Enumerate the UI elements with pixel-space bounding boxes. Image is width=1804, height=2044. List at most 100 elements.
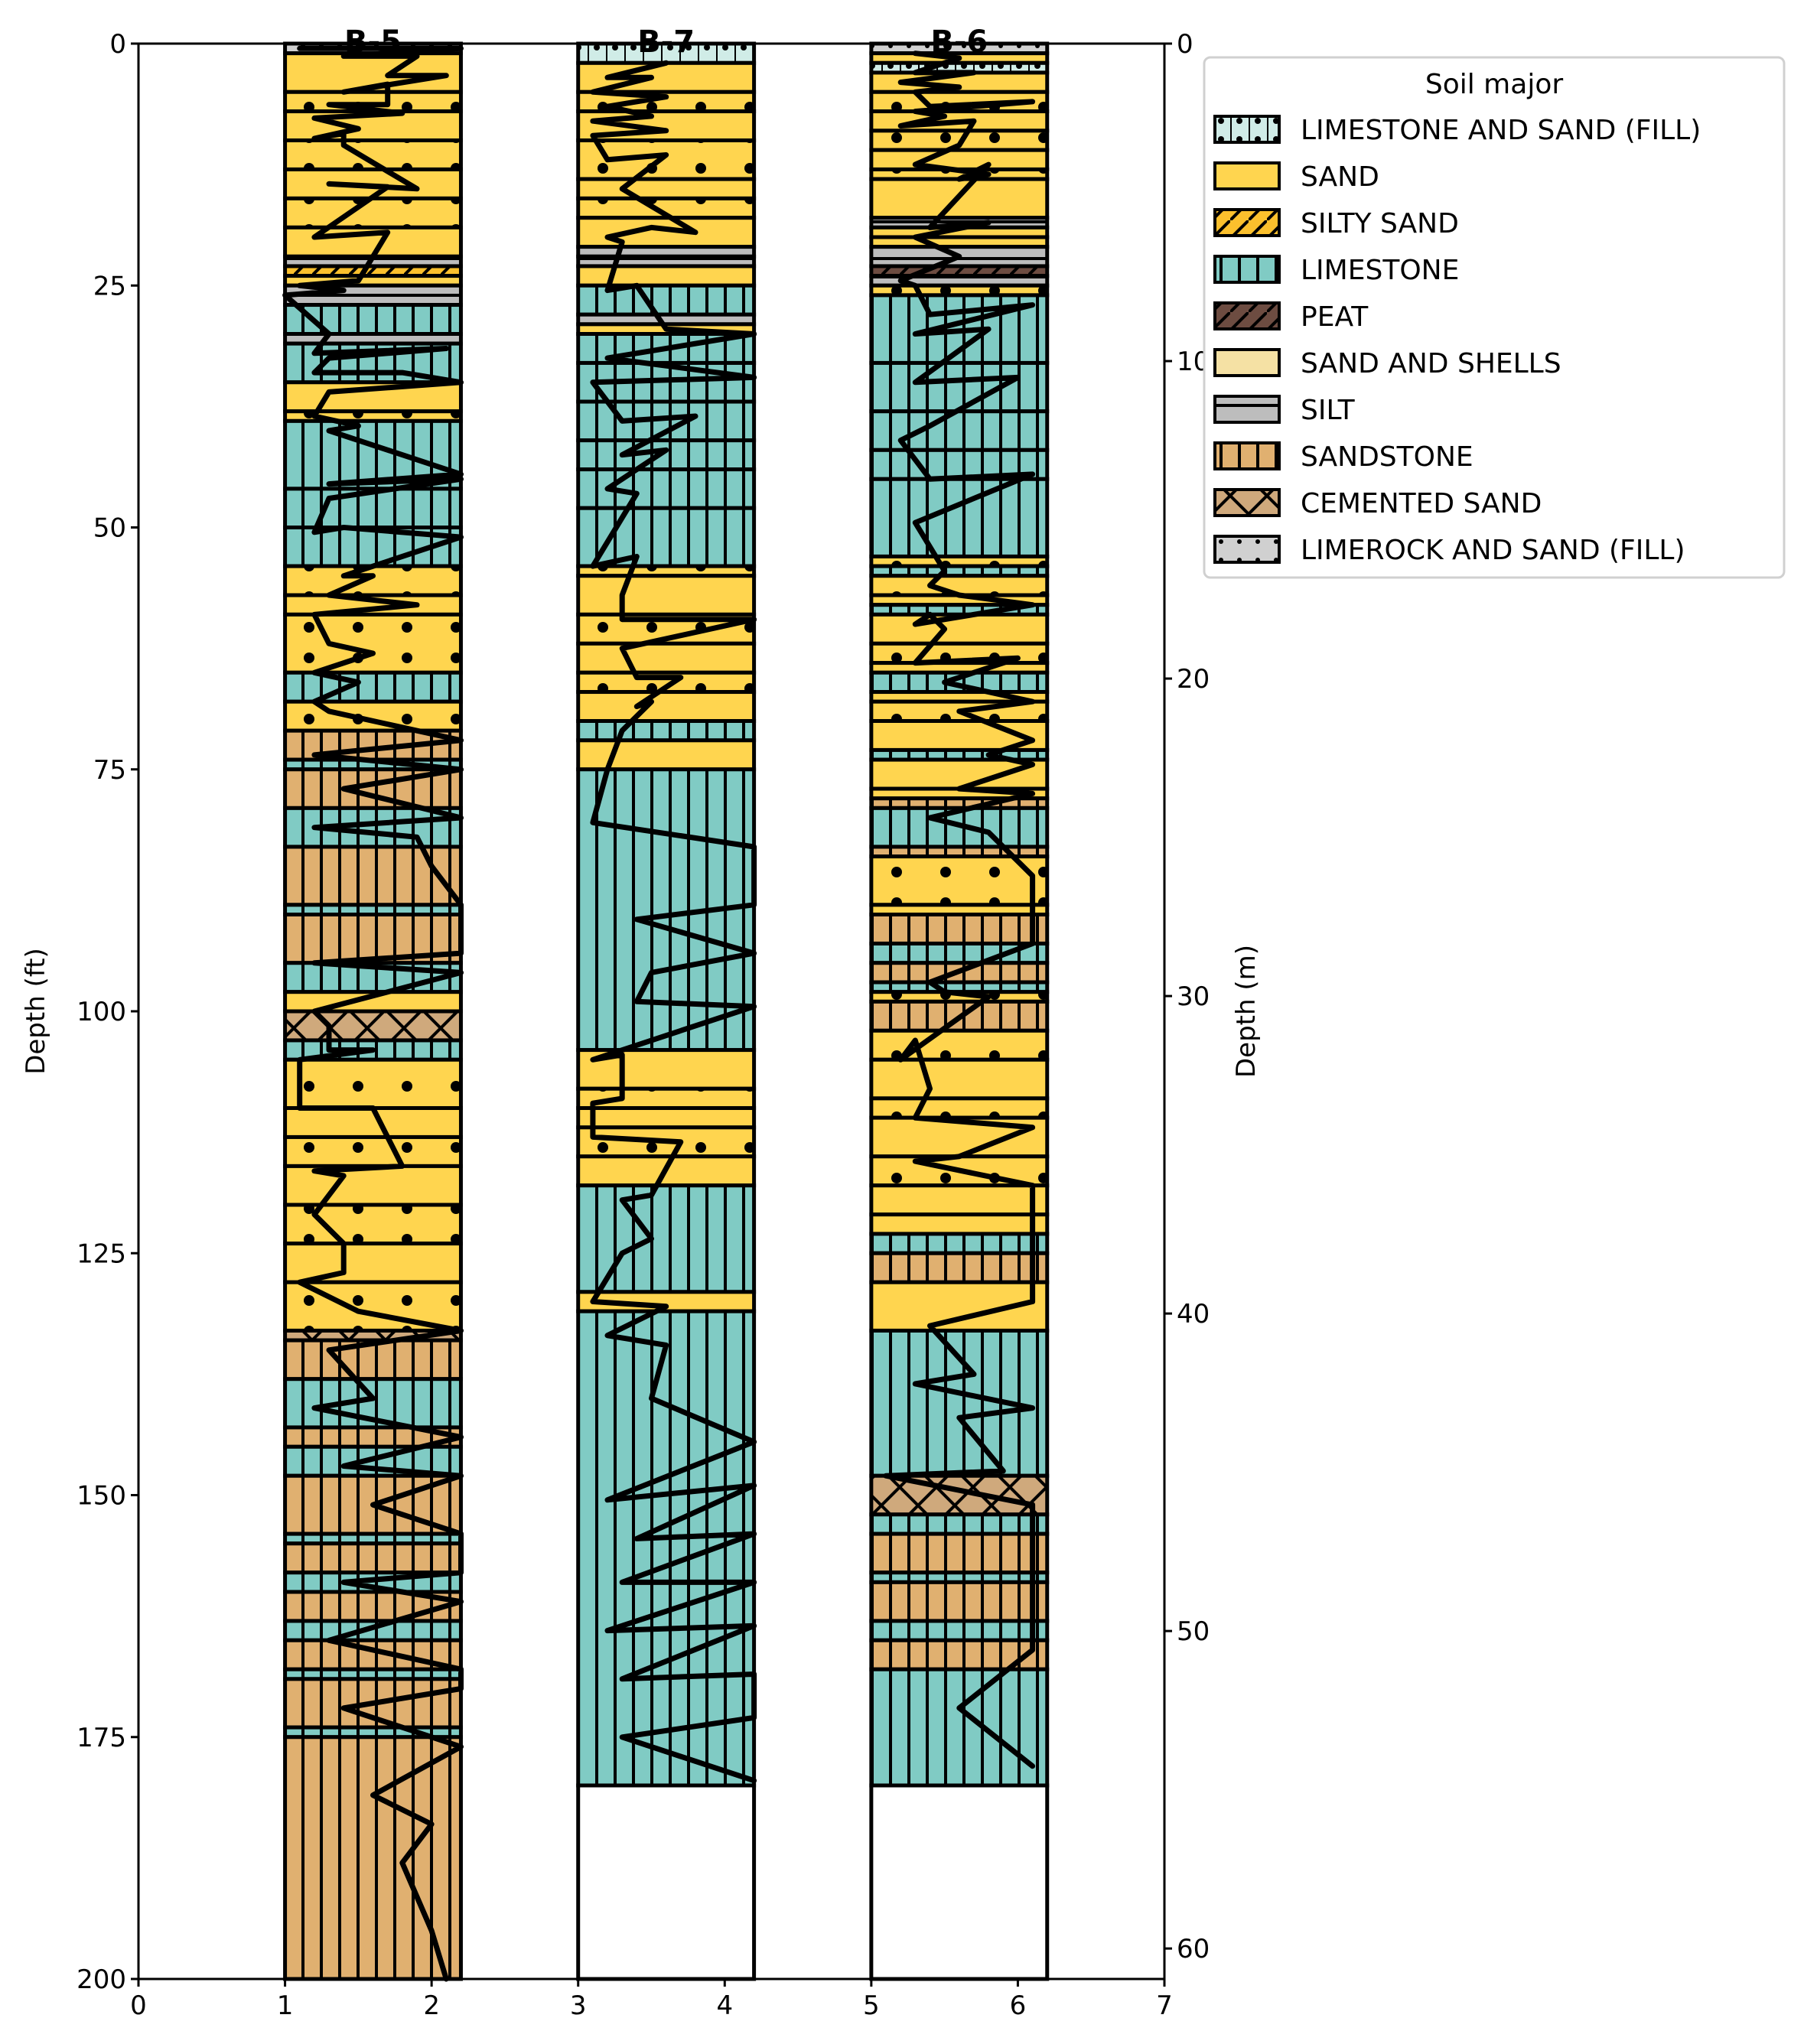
x-tick-label: 5: [863, 1990, 880, 2021]
y-tick-label-ft: 200: [77, 1964, 126, 1995]
layer-sand: [576, 1106, 757, 1130]
boring-title-b7: B-7: [637, 24, 695, 60]
y-tick-label-m: 0: [1177, 29, 1193, 60]
layer-limestone: [576, 506, 757, 568]
x-tick-label: 0: [130, 1990, 147, 2021]
boring-columns: [282, 41, 1050, 1982]
layer-limestone: [869, 1619, 1050, 1642]
legend: Soil major LIMESTONE AND SAND (FILL) SAND…: [1203, 56, 1786, 579]
layer-limestone: [869, 1667, 1050, 1788]
layer-sand: [283, 51, 463, 94]
legend-swatch: [1213, 115, 1281, 144]
layer-limestone: [283, 487, 463, 530]
layer-sand: [869, 757, 1050, 791]
boring-column-b-6: [869, 41, 1050, 1981]
layer-sand: [576, 738, 757, 772]
empty-below-boring: [869, 1783, 1050, 1981]
x-tick-label: 2: [423, 1990, 440, 2021]
y-tick-label-m: 50: [1177, 1616, 1210, 1647]
legend-label: LIMESTONE: [1301, 255, 1459, 286]
y-tick-label-m: 30: [1177, 981, 1210, 1012]
legend-entry: LIMEROCK AND SAND (FILL): [1213, 535, 1685, 566]
layer-limestone: [869, 409, 1050, 452]
y-tick-label-ft: 75: [93, 755, 126, 786]
y-tick-label-ft: 100: [77, 997, 126, 1027]
y-tick-label-m: 20: [1177, 664, 1210, 695]
layer-limestone: [869, 360, 1050, 414]
legend-box: [1203, 56, 1786, 579]
legend-label: LIMESTONE AND SAND (FILL): [1301, 115, 1701, 146]
layer-sand: [576, 264, 757, 288]
legend-label: LIMEROCK AND SAND (FILL): [1301, 535, 1685, 566]
layer-sand: [576, 690, 757, 723]
layer-sand: [869, 1212, 1050, 1236]
trace-line-b-5: [282, 45, 464, 1982]
layer-limestone: [869, 1232, 1050, 1255]
layer-limestone: [869, 477, 1050, 558]
y-tick-label-ft: 25: [93, 271, 126, 301]
legend-entry: SAND: [1213, 161, 1379, 193]
layer-limestone: [576, 467, 757, 510]
legend-swatch: [1213, 208, 1281, 237]
legend-entry: PEAT: [1213, 301, 1369, 333]
y-axis-left-label: Depth (ft): [21, 948, 51, 1075]
layer-sandstone: [869, 1251, 1050, 1284]
boring-title-b5: B-5: [344, 24, 402, 60]
legend-swatch: [1213, 488, 1281, 517]
layer-sand: [283, 1203, 463, 1246]
legend-swatch: [1213, 301, 1281, 330]
layer-sandstone: [869, 1580, 1050, 1623]
layer-limestone: [283, 670, 463, 704]
empty-below-boring: [576, 1783, 757, 1981]
legend-label: SILTY SAND: [1301, 208, 1459, 239]
layer-limestone: [576, 1183, 757, 1294]
y-tick-label-ft: 50: [93, 513, 126, 544]
y-axis-right-label: Depth (m): [1231, 945, 1262, 1078]
layer-limestone: [869, 806, 1050, 849]
y-tick-label-ft: 125: [77, 1238, 126, 1269]
layer-limestone: [283, 1619, 463, 1642]
boring-title-b6: B-6: [930, 24, 988, 60]
layer-sand: [576, 177, 757, 200]
layer-sand: [283, 1057, 463, 1110]
trace-line-b-7: [590, 60, 757, 1784]
layer-limestone: [576, 283, 757, 317]
legend-label: PEAT: [1301, 301, 1369, 333]
layer-sand: [869, 574, 1050, 597]
layer-cemented-sand: [283, 1009, 463, 1043]
layer-sand: [283, 612, 463, 675]
layer-cemented-sand: [869, 1473, 1050, 1517]
layer-sand: [869, 1028, 1050, 1062]
layer-limestone: [576, 1309, 757, 1788]
legend-swatch: [1213, 395, 1281, 424]
legend-label: SILT: [1301, 395, 1356, 426]
x-tick-label: 3: [570, 1990, 587, 2021]
boring-titles: B-5 B-7 B-6: [344, 24, 988, 60]
layer-sand: [283, 196, 463, 229]
x-axis-ticks: 0 1 2 3 4 5 6 7: [130, 1979, 1173, 2021]
legend-swatch: [1213, 161, 1281, 190]
legend-entry: SAND AND SHELLS: [1213, 348, 1561, 379]
x-tick-label: 1: [277, 1990, 294, 2021]
y-axis-left-ticks: 0 25 50 75 100 125 150 175 200: [77, 29, 138, 1995]
layer-limestone: [576, 719, 757, 743]
layer-sand: [283, 1164, 463, 1207]
y-tick-label-ft: 175: [77, 1723, 126, 1753]
legend-swatch: [1213, 441, 1281, 470]
layer-sand: [576, 216, 757, 249]
layer-sand: [576, 574, 757, 617]
layer-limestone: [869, 1512, 1050, 1536]
x-tick-label: 6: [1010, 1990, 1027, 2021]
layer-sand: [283, 564, 463, 597]
legend-entry: CEMENTED SAND: [1213, 488, 1542, 519]
layer-sandstone: [283, 1338, 463, 1382]
layer-sand: [869, 1057, 1050, 1101]
layer-sand: [576, 1086, 757, 1110]
y-tick-label-m: 40: [1177, 1299, 1210, 1330]
legend-entries: LIMESTONE AND SAND (FILL) SAND SILTY SAND L…: [1213, 115, 1701, 566]
x-tick-label: 7: [1156, 1990, 1173, 2021]
layer-sand: [283, 699, 463, 733]
legend-swatch: [1213, 348, 1281, 377]
y-tick-label-ft: 150: [77, 1481, 126, 1512]
boring-column-b-5: [282, 41, 464, 1982]
